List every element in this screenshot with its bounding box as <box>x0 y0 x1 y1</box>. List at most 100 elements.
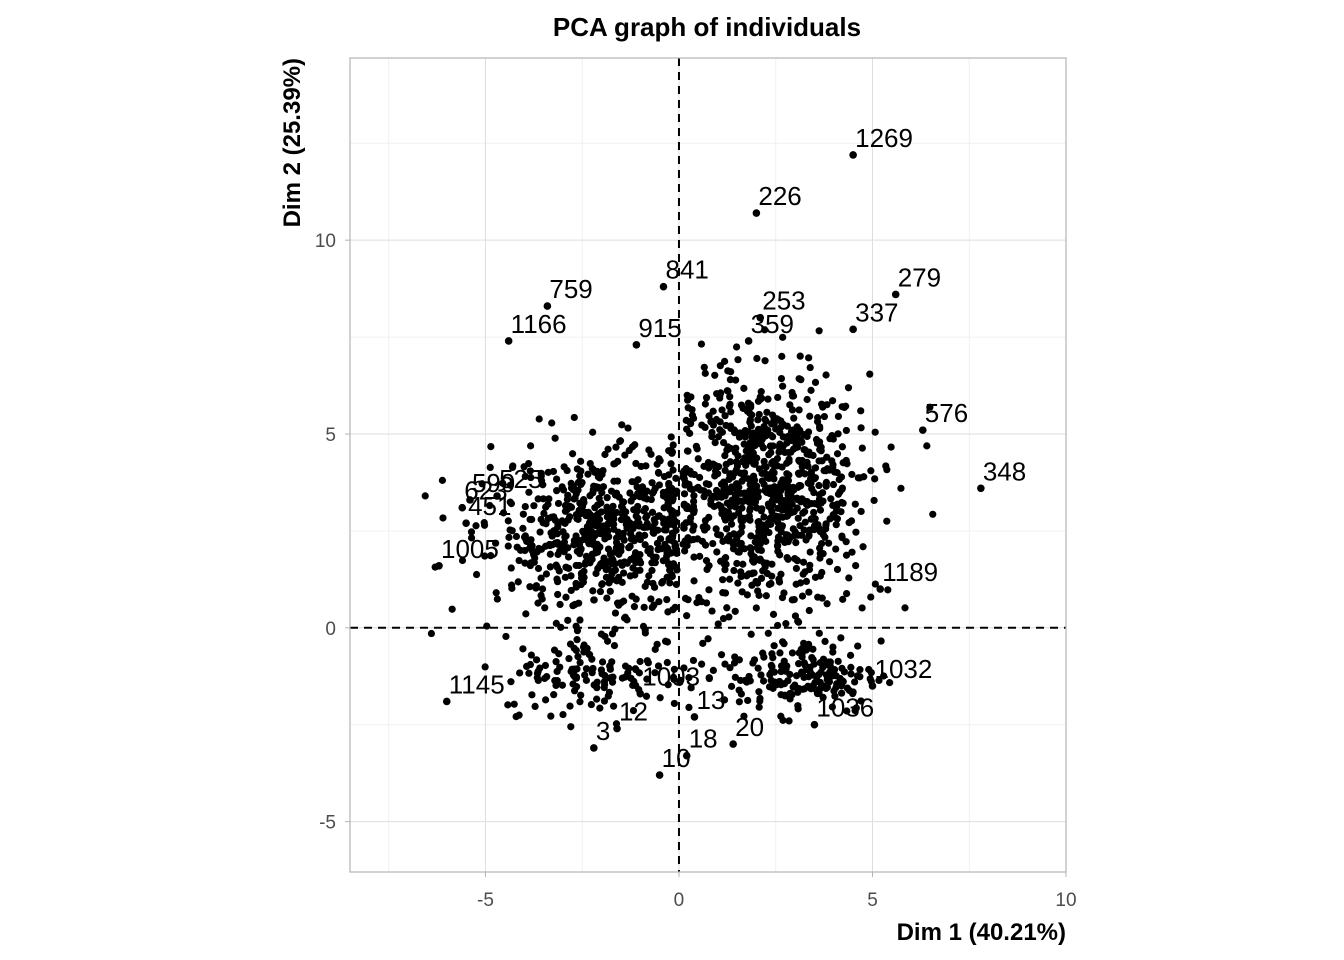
cloud-point <box>857 407 865 415</box>
cloud-point <box>640 603 648 611</box>
cloud-point <box>643 578 652 586</box>
cloud-point <box>814 677 822 685</box>
cloud-point <box>467 534 476 542</box>
cloud-point <box>554 499 563 508</box>
cloud-point <box>667 460 675 468</box>
cloud-point <box>592 569 600 578</box>
data-point <box>613 724 621 733</box>
cloud-point <box>746 480 754 489</box>
cloud-point <box>554 590 562 599</box>
cloud-point <box>755 703 763 711</box>
cloud-point <box>525 488 533 496</box>
cloud-point <box>776 444 784 452</box>
data-point <box>876 585 885 593</box>
cloud-point <box>541 661 550 670</box>
cloud-point <box>573 636 581 644</box>
data-point <box>655 771 664 779</box>
cloud-point <box>788 392 797 400</box>
y-tick-label: -5 <box>319 813 336 834</box>
cloud-point <box>680 664 688 672</box>
cloud-point <box>800 497 808 505</box>
cloud-point <box>773 542 782 550</box>
cloud-point <box>574 536 582 544</box>
cloud-point <box>837 508 845 516</box>
point-label: 1036 <box>816 693 874 723</box>
cloud-point <box>643 657 651 665</box>
cloud-point <box>733 559 741 568</box>
cloud-point <box>553 487 561 495</box>
cloud-point <box>658 579 666 587</box>
cloud-point <box>527 442 535 450</box>
cloud-point <box>525 669 533 677</box>
cloud-point <box>655 598 663 606</box>
cloud-point <box>748 430 757 438</box>
cloud-point <box>829 463 837 472</box>
cloud-point <box>641 531 649 539</box>
reference-lines <box>350 58 1066 872</box>
cloud-point <box>737 489 745 497</box>
cloud-point <box>665 471 673 479</box>
data-point <box>756 313 765 322</box>
cloud-point <box>762 592 770 600</box>
cloud-point <box>480 519 488 527</box>
cloud-point <box>629 534 637 542</box>
cloud-point <box>606 662 614 670</box>
cloud-point <box>448 605 456 613</box>
cloud-point <box>765 451 773 459</box>
cloud-point <box>604 565 613 573</box>
cloud-point <box>823 600 831 608</box>
cloud-point <box>708 432 716 441</box>
cloud-point <box>727 368 735 376</box>
point-label: 13 <box>696 685 725 715</box>
cloud-point <box>730 566 738 575</box>
cloud-point <box>788 649 797 657</box>
cloud-point <box>839 499 847 507</box>
data-point <box>462 519 470 527</box>
cloud-point <box>768 663 776 671</box>
cloud-point <box>526 583 534 591</box>
cloud-point <box>672 580 681 589</box>
cloud-point <box>558 681 566 689</box>
cloud-point <box>582 665 591 673</box>
cloud-point <box>688 411 697 419</box>
cloud-point <box>534 495 542 503</box>
cloud-point <box>768 497 776 505</box>
cloud-point <box>859 543 867 551</box>
cloud-point <box>829 648 837 656</box>
cloud-point <box>671 562 679 570</box>
cloud-point <box>718 406 726 414</box>
cloud-point <box>601 450 609 459</box>
cloud-point <box>621 451 629 459</box>
cloud-point <box>810 488 818 497</box>
cloud-point <box>714 620 722 628</box>
cloud-point <box>806 363 814 372</box>
cloud-point <box>709 407 717 415</box>
cloud-point <box>748 570 756 578</box>
cloud-point <box>561 573 569 581</box>
cloud-point <box>683 425 691 433</box>
cloud-point <box>770 469 778 477</box>
cloud-point <box>667 433 675 441</box>
cloud-point <box>528 542 536 550</box>
cloud-point <box>576 698 584 706</box>
cloud-point <box>767 579 775 588</box>
cloud-point <box>631 665 639 673</box>
cloud-point <box>538 585 547 593</box>
cloud-point <box>580 573 588 581</box>
cloud-point <box>610 460 618 468</box>
cloud-point <box>779 382 787 390</box>
cloud-point <box>740 545 749 553</box>
cloud-point <box>565 654 573 663</box>
cloud-point <box>643 495 651 503</box>
cloud-point <box>711 438 719 447</box>
cloud-point <box>572 583 580 591</box>
cloud-point <box>669 508 677 516</box>
cloud-point <box>650 529 658 537</box>
cloud-point <box>719 614 728 623</box>
cloud-point <box>822 684 830 692</box>
cloud-point <box>883 466 891 474</box>
cloud-point <box>669 466 677 474</box>
cloud-point <box>824 539 833 547</box>
cloud-point <box>689 535 697 544</box>
cloud-point <box>807 470 816 479</box>
